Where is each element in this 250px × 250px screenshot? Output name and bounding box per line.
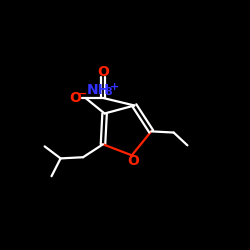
Text: NH: NH — [87, 83, 110, 97]
Text: O: O — [127, 154, 139, 168]
Text: O: O — [97, 65, 109, 79]
Text: +: + — [110, 82, 119, 92]
Text: −: − — [78, 88, 87, 99]
Text: 3: 3 — [106, 87, 112, 97]
Text: O: O — [69, 91, 81, 105]
